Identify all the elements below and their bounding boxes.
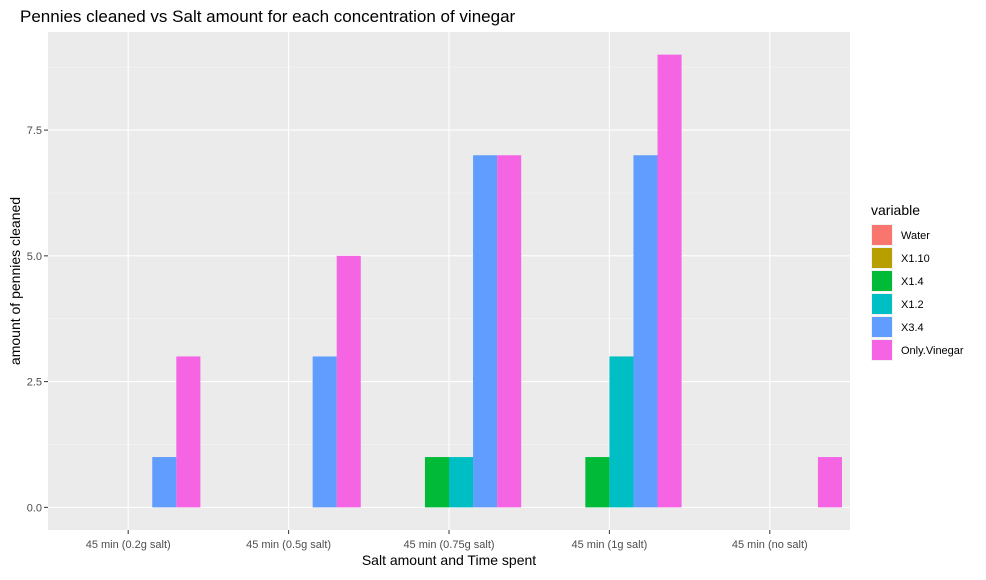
chart-title: Pennies cleaned vs Salt amount for each … bbox=[20, 7, 516, 26]
bar-x1-4-3 bbox=[585, 457, 610, 508]
bar-x3-4-3 bbox=[633, 155, 658, 508]
gridlines bbox=[48, 32, 850, 530]
bar-x3-4-1 bbox=[312, 356, 337, 508]
legend-key-water bbox=[872, 225, 892, 245]
bar-x1-2-2 bbox=[449, 457, 474, 508]
legend: variable Water X1.10 X1.4 X1.2 X3.4 Only.Vine… bbox=[871, 202, 964, 361]
legend-label: X1.4 bbox=[901, 276, 924, 288]
legend-label: X1.10 bbox=[901, 253, 930, 265]
y-axis-ticks: 0.0 2.5 5.0 7.5 bbox=[27, 125, 48, 514]
legend-label: Only.Vinegar bbox=[901, 345, 964, 357]
legend-key-x1-2 bbox=[872, 294, 892, 314]
x-axis-title: Salt amount and Time spent bbox=[362, 552, 536, 568]
legend-key-x3-4 bbox=[872, 317, 892, 337]
x-axis-ticks: 45 min (0.2g salt) 45 min (0.5g salt) 45 m… bbox=[86, 530, 808, 551]
bars bbox=[152, 54, 842, 508]
bar-only-vinegar-0 bbox=[176, 356, 201, 508]
bar-x1-4-2 bbox=[424, 457, 449, 508]
legend-key-x1-4 bbox=[872, 271, 892, 291]
legend-key-x1-10 bbox=[872, 248, 892, 268]
x-tick-label: 45 min (0.5g salt) bbox=[246, 539, 331, 551]
y-tick-label: 0.0 bbox=[27, 502, 42, 514]
y-tick-label: 5.0 bbox=[27, 251, 42, 263]
x-tick-label: 45 min (no salt) bbox=[732, 539, 808, 551]
legend-label: X3.4 bbox=[901, 322, 924, 334]
legend-key-only-vinegar bbox=[872, 340, 892, 360]
bar-x3-4-0 bbox=[152, 457, 177, 508]
legend-label: Water bbox=[901, 230, 930, 242]
y-tick-label: 7.5 bbox=[27, 125, 42, 137]
bar-x3-4-2 bbox=[473, 155, 498, 508]
bar-only-vinegar-4 bbox=[817, 457, 842, 508]
x-tick-label: 45 min (1g salt) bbox=[571, 539, 647, 551]
y-axis-title: amount of pennies cleaned bbox=[7, 197, 23, 365]
legend-label: X1.2 bbox=[901, 299, 924, 311]
x-tick-label: 45 min (0.75g salt) bbox=[403, 539, 494, 551]
y-tick-label: 2.5 bbox=[27, 377, 42, 389]
x-tick-label: 45 min (0.2g salt) bbox=[86, 539, 171, 551]
bar-only-vinegar-2 bbox=[497, 155, 522, 508]
bar-only-vinegar-1 bbox=[336, 255, 361, 508]
legend-title: variable bbox=[871, 202, 920, 218]
bar-x1-2-3 bbox=[609, 356, 634, 508]
bar-only-vinegar-3 bbox=[657, 54, 682, 508]
